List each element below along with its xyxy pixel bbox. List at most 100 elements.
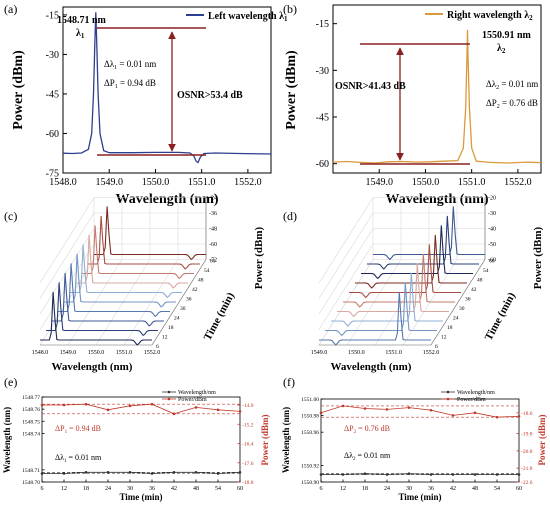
panel-b-legend: Right wavelength λ2: [447, 10, 533, 22]
pf-point: [517, 473, 521, 476]
pf-x-tick-label: 48: [472, 486, 478, 492]
pb-x-tick-label: 1552.0: [504, 177, 532, 188]
pe-y-tick-label: 1548.70: [22, 480, 40, 486]
pf-point: [407, 472, 411, 476]
pc-x-tick-label: 1549.0: [60, 350, 77, 356]
pc-t-tick-label: 36: [186, 297, 192, 303]
panel-f-ylabel-left: Wavelength (nm): [281, 407, 291, 473]
pc-axis-line: [151, 259, 207, 346]
pe-x-tick-label: 30: [127, 486, 133, 492]
panel-b-peak-symbol: λ2: [497, 43, 506, 55]
panel-b-letter: (b): [283, 2, 297, 16]
pa-x-tick-label: 1549.0: [95, 177, 123, 188]
panel-e-letter: (e): [4, 375, 17, 389]
pa-y-tick-label: -30: [46, 50, 59, 61]
pc-x-tick-label: 1550.0: [88, 350, 105, 356]
pc-z-tick-label: -60: [209, 242, 217, 248]
pd-z-tick-label: -20: [488, 196, 496, 202]
pa-y-tick-label: -15: [46, 10, 59, 21]
pf-x-tick-label: 42: [450, 486, 456, 492]
pd-t-tick-label: 36: [465, 297, 471, 303]
pb-x-tick-label: 1549.0: [365, 177, 393, 188]
pc-x-tick-label: 1551.0: [116, 350, 133, 356]
pe-point: [106, 408, 110, 412]
pc-z-tick-label: -24: [209, 196, 217, 202]
panel-f: (f) 6 12 18 24 30 36 42 48 54 60 1550.90 1550.92 155…: [281, 375, 547, 502]
panel-e-delta-power: ΔP1 = 0.94 dB: [55, 424, 101, 435]
pf-point: [429, 473, 433, 476]
pd-z-tick-label: -30: [488, 211, 496, 217]
panel-a-x-ticks: 1548.0 1549.0 1550.0 1551.0 1552.0: [49, 169, 262, 188]
panel-b-x-ticks: 1549.0 1550.0 1551.0 1552.0: [365, 169, 532, 188]
pe-series-line: [42, 471, 241, 474]
pd-t-tick-label: 42: [471, 287, 477, 293]
panel-b: (b) 1549.0 1550.0 1551.0 1552.0 -15 -30 -45 -6…: [283, 2, 542, 207]
panel-c-traces: [40, 206, 206, 346]
pd-z-tick-label: -40: [488, 227, 496, 233]
pf-point: [385, 408, 389, 411]
pf-point: [319, 473, 323, 476]
pe-point: [150, 472, 154, 475]
pd-trace: [319, 291, 431, 346]
pf-x-tick-label: 12: [340, 486, 346, 492]
pc-t-tick-label: 54: [204, 268, 210, 274]
pf-point: [451, 473, 455, 476]
pc-trace: [40, 291, 152, 346]
panel-e-delta-lambda: Δλ1 = 0.01 nm: [55, 453, 102, 464]
pc-x-tick-label: 1548.0: [32, 350, 49, 356]
pc-trace: [58, 263, 170, 318]
pc-t-tick-label: 12: [162, 335, 168, 341]
pf-y2-tick-label: -22.6: [521, 480, 533, 486]
pd-grid-line: [318, 243, 374, 330]
panel-d-traces: [319, 206, 485, 346]
panel-e-legend-pw: Power/dBm: [178, 397, 207, 403]
pd-grid-line: [318, 197, 374, 284]
pf-y-tick-label: 1550.90: [301, 480, 319, 486]
pf-point: [407, 406, 411, 409]
panel-a-ylabel: Power (dBm): [11, 50, 26, 130]
pd-axis-line: [430, 259, 486, 346]
pe-point: [216, 408, 220, 412]
panel-b-y-ticks: -15 -30 -45 -60: [316, 19, 337, 170]
panel-f-ticks: 6 12 18 24 30 36 42 48 54 60 1550.90 1550.92 1550.96…: [301, 397, 533, 492]
panel-f-ylabel-right: Power (dBm): [537, 414, 547, 465]
pf-series-line: [320, 405, 520, 418]
pc-t-tick-label: 42: [192, 287, 198, 293]
pb-y-tick-label: -15: [316, 19, 329, 30]
panel-e-xlabel: Time (min): [119, 492, 162, 502]
pd-t-tick-label: 48: [477, 278, 483, 284]
panel-b-xlabel: Wavelength (nm): [385, 192, 488, 207]
pf-point: [341, 473, 345, 476]
panel-b-delta-power: ΔP2 = 0.76 dB: [486, 98, 538, 110]
pc-trace: [46, 282, 158, 337]
pd-x-tick-label: 1551.0: [385, 350, 402, 356]
pb-x-tick-label: 1551.0: [458, 177, 486, 188]
panel-f-legend-pw-marker: [446, 397, 450, 401]
panel-f-delta-power: ΔP2 = 0.76 dB: [344, 424, 390, 435]
pa-y-tick-label: -60: [46, 129, 59, 140]
pe-point: [238, 470, 242, 474]
pe-point: [216, 472, 220, 475]
pc-trace: [52, 272, 164, 327]
pf-point: [363, 407, 367, 410]
pf-point: [473, 473, 477, 476]
pb-y-tick-label: -30: [316, 66, 329, 77]
pf-point: [341, 404, 345, 408]
pc-grid-line: [39, 228, 95, 315]
pd-trace: [331, 272, 443, 327]
pd-t-tick-label: 12: [441, 335, 447, 341]
panel-b-peak-label: 1550.91 nm: [482, 30, 532, 41]
pc-trace: [64, 253, 176, 308]
pe-x-tick-label: 54: [215, 486, 221, 492]
pe-point: [194, 406, 198, 409]
panel-b-osnr: OSNR>41.43 dB: [335, 81, 406, 92]
pa-y-tick-label: -75: [46, 169, 59, 180]
pe-x-tick-label: 6: [41, 486, 44, 492]
pf-x-tick-label: 18: [362, 486, 368, 492]
panel-e-ylabel-right: Power (dBm): [260, 414, 270, 465]
panel-e-ylabel-left: Wavelength (nm): [2, 407, 12, 473]
pf-y-tick-label: 1550.92: [301, 463, 319, 469]
panel-f-series: [319, 404, 521, 476]
pc-trace: [88, 215, 200, 270]
panel-d-tlabel: Time (min): [483, 290, 518, 342]
